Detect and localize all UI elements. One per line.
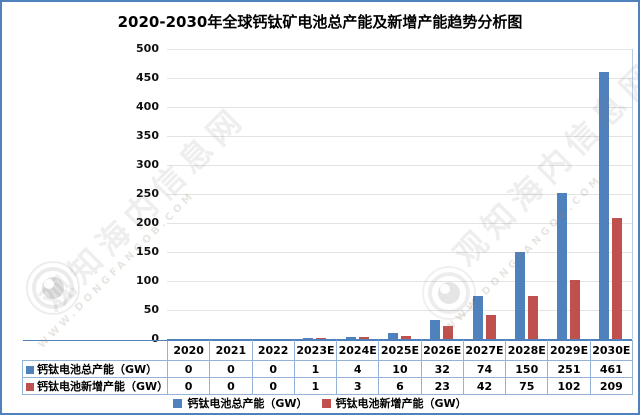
table-row-new: 钙钛电池新增产能（GW） 0 0 0 1 3 6 23 42 75 102 209 xyxy=(22,377,634,395)
gridline-0 xyxy=(167,339,632,340)
table-header-row: 2020 2021 2022 2023E 2024E 2025E 2026E 2027E 202… xyxy=(22,340,634,361)
bar-total-2029E xyxy=(557,193,568,339)
table-cell-2023E: 1 xyxy=(293,360,338,378)
gridline-450 xyxy=(167,78,632,79)
gridline-350 xyxy=(167,136,632,137)
table-row-label-new: 钙钛电池新增产能（GW） xyxy=(22,377,168,395)
bar-new-2026E xyxy=(443,325,454,339)
legend-label-total: 钙钛电池总产能（GW） xyxy=(187,397,308,410)
table-cell-2029E: 251 xyxy=(547,360,591,378)
legend-item-new: 钙钛电池新增产能（GW） xyxy=(321,395,467,411)
table-cell-2028E: 150 xyxy=(505,360,549,378)
table-year-header-2028E: 2028E xyxy=(505,340,549,361)
gridline-100 xyxy=(167,281,632,282)
y-axis-tick-50: 50 xyxy=(143,303,159,316)
gridline-300 xyxy=(167,165,632,166)
table-cell-2029E: 102 xyxy=(547,377,591,395)
y-axis-tick-400: 400 xyxy=(136,100,159,113)
legend-marker-total-icon xyxy=(173,398,183,408)
table-year-header-2024E: 2024E xyxy=(336,340,380,361)
table-cell-2022: 0 xyxy=(251,360,295,378)
table-year-header-2027E: 2027E xyxy=(462,340,507,361)
table-cell-2022: 0 xyxy=(251,377,295,395)
bar-total-2023E xyxy=(303,338,314,339)
table-year-header-2030E: 2030E xyxy=(589,340,634,361)
bar-new-2028E xyxy=(527,295,538,339)
table-cell-2025E: 6 xyxy=(378,377,422,395)
table-cell-2030E: 209 xyxy=(589,377,634,395)
watermark-eye-logo-icon xyxy=(25,260,81,320)
table-cell-2028E: 75 xyxy=(505,377,549,395)
bar-total-2027E xyxy=(472,296,483,339)
gridline-150 xyxy=(167,252,632,253)
bar-total-2025E xyxy=(388,333,398,339)
y-axis-tick-0: 0 xyxy=(151,332,159,345)
y-axis-tick-100: 100 xyxy=(136,274,159,287)
bar-new-2024E xyxy=(358,337,369,339)
y-axis-tick-500: 500 xyxy=(136,42,159,55)
legend-marker-new-icon xyxy=(321,398,331,408)
table-row-total: 钙钛电池总产能（GW） 0 0 0 1 4 10 32 74 150 251 461 xyxy=(22,360,634,378)
legend-item-total: 钙钛电池总产能（GW） xyxy=(173,395,308,411)
table-cell-2024E: 3 xyxy=(336,377,380,395)
table-cell-2024E: 4 xyxy=(336,360,380,378)
table-year-header-2021: 2021 xyxy=(209,340,253,361)
gridline-500 xyxy=(167,49,632,50)
gridline-50 xyxy=(167,310,632,311)
table-year-header-2020: 2020 xyxy=(166,340,211,361)
table-cell-2025E: 10 xyxy=(378,360,422,378)
bar-total-2030E xyxy=(599,71,610,339)
plot-area xyxy=(167,49,633,340)
bar-total-2024E xyxy=(345,336,356,339)
table-row-label-total: 钙钛电池总产能（GW） xyxy=(22,360,168,378)
chart-legend: 钙钛电池总产能（GW） 钙钛电池新增产能（GW） xyxy=(2,395,638,411)
table-cell-2030E: 461 xyxy=(589,360,634,378)
table-cell-2021: 0 xyxy=(209,360,253,378)
table-cell-2020: 0 xyxy=(166,377,211,395)
table-year-header-2029E: 2029E xyxy=(547,340,591,361)
y-axis-tick-350: 350 xyxy=(136,129,159,142)
bar-total-2026E xyxy=(430,320,441,339)
legend-label-new: 钙钛电池新增产能（GW） xyxy=(335,397,467,410)
table-cell-2027E: 42 xyxy=(462,377,507,395)
table-year-header-2022: 2022 xyxy=(251,340,295,361)
table-year-header-2025E: 2025E xyxy=(378,340,422,361)
table-cell-2026E: 32 xyxy=(420,360,464,378)
data-table: 2020 2021 2022 2023E 2024E 2025E 2026E 2027E 202… xyxy=(22,340,634,395)
table-year-header-2023E: 2023E xyxy=(293,340,338,361)
y-axis-tick-450: 450 xyxy=(136,71,159,84)
y-axis-tick-250: 250 xyxy=(136,187,159,200)
table-cell-2021: 0 xyxy=(209,377,253,395)
y-axis-tick-150: 150 xyxy=(136,245,159,258)
y-axis-tick-300: 300 xyxy=(136,158,159,171)
gridline-400 xyxy=(167,107,632,108)
chart-title: 2020-2030年全球钙钛矿电池总产能及新增产能趋势分析图 xyxy=(117,13,523,31)
bar-new-2030E xyxy=(612,217,623,339)
gridline-250 xyxy=(167,194,632,195)
table-corner-cell xyxy=(22,340,168,361)
table-cell-2023E: 1 xyxy=(293,377,338,395)
bar-new-2025E xyxy=(401,335,411,339)
bar-new-2029E xyxy=(570,279,581,339)
table-cell-2026E: 23 xyxy=(420,377,464,395)
series-marker-icon xyxy=(26,366,34,374)
gridline-200 xyxy=(167,223,632,224)
bar-new-2027E xyxy=(485,314,496,339)
bar-total-2028E xyxy=(514,252,525,339)
bar-new-2023E xyxy=(316,338,327,339)
table-cell-2027E: 74 xyxy=(462,360,507,378)
series-marker-icon xyxy=(26,383,34,391)
y-axis-tick-200: 200 xyxy=(136,216,159,229)
table-cell-2020: 0 xyxy=(166,360,211,378)
table-year-header-2026E: 2026E xyxy=(420,340,464,361)
